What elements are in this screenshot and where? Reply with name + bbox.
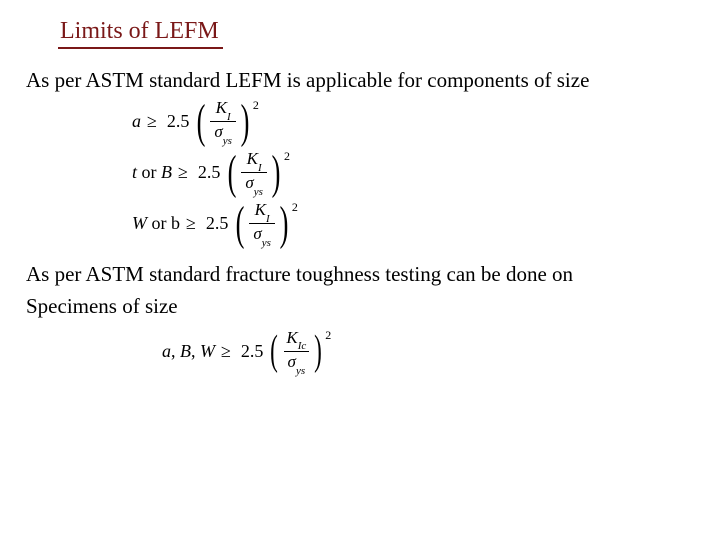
eq1-fraction: KI σys (210, 98, 236, 145)
eq1-exp: 2 (253, 98, 259, 113)
paragraph-2-line-2: Specimens of size (26, 293, 698, 320)
paragraph-2-line-1: As per ASTM standard fracture toughness … (26, 261, 698, 288)
page-title: Limits of LEFM (58, 18, 223, 49)
eq3-lhs: W or b (132, 213, 180, 234)
eq2-fraction: KI σys (241, 149, 267, 196)
eqf-coef: 2.5 (241, 341, 264, 362)
ge-symbol: ≥ (178, 162, 188, 183)
eqf-lhs: a, B, W (162, 341, 215, 362)
eqf-exp: 2 (325, 328, 331, 343)
eq1-coef: 2.5 (167, 111, 190, 132)
right-paren-icon: ) (272, 154, 281, 192)
eq3-fraction: KI σys (249, 200, 275, 247)
ge-symbol: ≥ (147, 111, 157, 132)
paragraph-1: As per ASTM standard LEFM is applicable … (26, 67, 698, 94)
right-paren-icon: ) (241, 103, 250, 141)
right-paren-icon: ) (314, 335, 322, 369)
eq2-lhs: t or B (132, 162, 172, 183)
left-paren-icon: ( (236, 205, 245, 243)
eq2-exp: 2 (284, 149, 290, 164)
eq2-coef: 2.5 (198, 162, 221, 183)
equation-3: W or b ≥ 2.5 ( KI σys ) 2 (132, 200, 698, 247)
equation-1: a ≥ 2.5 ( KI σys ) 2 (132, 98, 698, 145)
equation-final: a, B, W ≥ 2.5 ( KIc σys ) 2 (162, 328, 698, 375)
ge-symbol: ≥ (221, 341, 231, 362)
left-paren-icon: ( (271, 335, 279, 369)
equation-2: t or B ≥ 2.5 ( KI σys ) 2 (132, 149, 698, 196)
eq3-coef: 2.5 (206, 213, 229, 234)
eq3-exp: 2 (292, 200, 298, 215)
slide-page: Limits of LEFM As per ASTM standard LEFM… (0, 0, 720, 540)
left-paren-icon: ( (197, 103, 206, 141)
eqf-fraction: KIc σys (282, 328, 310, 375)
eq1-lhs: a (132, 111, 141, 132)
left-paren-icon: ( (228, 154, 237, 192)
ge-symbol: ≥ (186, 213, 196, 234)
right-paren-icon: ) (280, 205, 289, 243)
